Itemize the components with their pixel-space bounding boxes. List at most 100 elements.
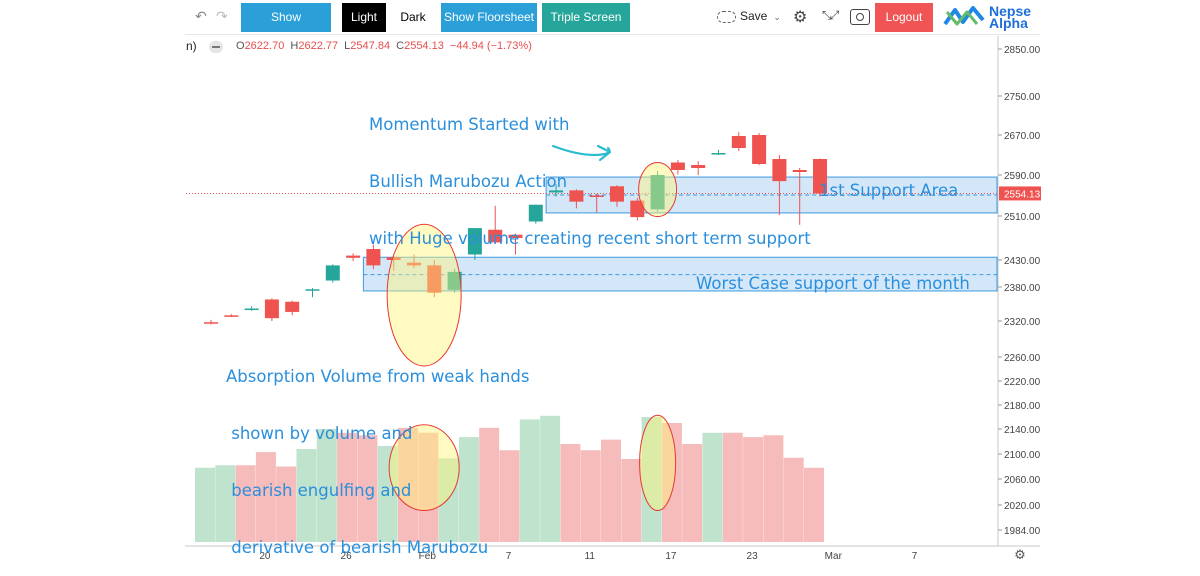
high-value: 2622.77 <box>298 40 339 52</box>
close-label: C <box>396 40 405 52</box>
price-tick-label: 1984.00 <box>1004 526 1041 537</box>
price-tick-label: 2060.00 <box>1004 475 1041 486</box>
price-chart[interactable]: 2554.13 2850.00 2750.00 2670.00 2590.00 2510… <box>0 0 1200 564</box>
volume-bar <box>804 467 824 542</box>
volume-bar <box>458 437 479 542</box>
low-value: 2547.84 <box>350 40 391 52</box>
highlight-ellipse <box>638 162 678 218</box>
save-button[interactable]: Save ⌄ <box>717 9 781 23</box>
candle-body <box>346 255 361 258</box>
momentum-line-2: Bullish Marubozu Action <box>369 172 568 191</box>
candle-body <box>386 257 401 260</box>
price-tick-label: 2140.00 <box>1004 425 1041 436</box>
time-axis-settings-icon[interactable]: ⚙ <box>1014 548 1026 563</box>
show-floorsheet-button[interactable]: Show Floorsheet <box>441 3 537 32</box>
logo-text-line1: Nepse <box>989 3 1032 19</box>
fullscreen-icon[interactable]: ⤡⤢ <box>822 8 839 22</box>
hide-legend-button[interactable] <box>209 41 223 53</box>
candle-body <box>366 249 381 266</box>
dark-theme-button[interactable]: Dark <box>392 3 434 32</box>
highlight-ellipses <box>386 162 678 512</box>
volume-bar <box>519 419 540 542</box>
candles <box>204 132 827 325</box>
volume-bar <box>499 450 520 542</box>
triple-screen-button[interactable]: Triple Screen <box>542 3 630 32</box>
time-axis[interactable]: 20 26 Feb 7 11 17 23 Mar 7 <box>185 545 1040 562</box>
candle-body <box>488 229 503 243</box>
candle-body <box>569 190 584 202</box>
volume-bar <box>743 437 764 542</box>
momentum-line-3: with Huge volume creating recent short t… <box>369 229 811 248</box>
price-tick-label: 2020.00 <box>1004 501 1041 512</box>
gear-icon[interactable]: ⚙ <box>793 7 808 26</box>
last-price-line: 2554.13 <box>186 186 1041 201</box>
candle-body <box>711 153 726 155</box>
volume-bar <box>195 467 215 542</box>
absorption-line-3: bearish engulfing and <box>226 481 412 500</box>
candle-body <box>630 200 645 218</box>
minus-icon <box>212 46 220 48</box>
price-tick-label: 2100.00 <box>1004 450 1041 461</box>
price-tick-label: 2320.00 <box>1004 317 1041 328</box>
candle-body <box>285 301 300 312</box>
time-tick-label: 11 <box>585 551 596 562</box>
volume-bar <box>255 452 276 542</box>
volume-bar <box>235 465 256 542</box>
support-area-label: 1st Support Area <box>819 181 959 200</box>
candle-body <box>650 175 665 210</box>
price-tick-label: 2670.00 <box>1004 131 1041 142</box>
absorption-line-1: Absorption Volume from weak hands <box>226 367 530 386</box>
logo-icon <box>943 6 985 26</box>
volume-bar <box>540 415 561 542</box>
candle-body <box>589 195 604 197</box>
volume-bar <box>357 435 378 542</box>
candle-body <box>508 234 523 238</box>
show-unadjusted-button[interactable]: Show Unadusted <box>241 3 331 53</box>
logout-button[interactable]: Logout <box>875 3 933 32</box>
candle-body <box>305 289 320 291</box>
candle-body <box>204 322 218 324</box>
undo-icon[interactable]: ↶ <box>195 9 207 25</box>
volume-bar <box>479 427 500 542</box>
volume-bar <box>722 432 743 542</box>
volume-bar <box>661 423 682 542</box>
momentum-arrow <box>551 144 611 157</box>
volume-bar <box>398 427 418 542</box>
change-value: −44.94 (−1.73%) <box>449 40 532 52</box>
price-axis[interactable]: 2850.00 2750.00 2670.00 2590.00 2510.00 2430.… <box>997 36 1041 546</box>
cloud-icon <box>717 10 736 23</box>
candle-body <box>528 204 543 222</box>
nepse-alpha-logo: Nepse Alpha <box>943 4 1038 32</box>
highlight-ellipse <box>388 424 460 512</box>
momentum-line-1: Momentum Started with <box>369 115 570 134</box>
volume-bar <box>621 459 642 542</box>
logo-text-line2: Alpha <box>989 15 1028 31</box>
volume-bar <box>783 457 804 542</box>
candle-body <box>752 135 767 164</box>
price-tick-label: 2220.00 <box>1004 377 1041 388</box>
candle-body <box>813 159 827 194</box>
last-price-label: 2554.13 <box>1004 189 1041 200</box>
price-tick-label: 2260.00 <box>1004 353 1041 364</box>
candle-body <box>691 165 706 168</box>
candle-body <box>244 308 259 311</box>
time-tick-label: Feb <box>419 551 437 562</box>
price-tick-label: 2590.00 <box>1004 171 1041 182</box>
volume-bars <box>195 415 824 542</box>
light-theme-button[interactable]: Light <box>342 3 386 32</box>
open-value: 2622.70 <box>244 40 285 52</box>
high-label: H <box>290 40 299 52</box>
price-tick-label: 2380.00 <box>1004 283 1041 294</box>
candle-body <box>427 265 442 293</box>
camera-icon[interactable] <box>850 9 870 25</box>
volume-bar <box>276 466 297 542</box>
redo-icon[interactable]: ↷ <box>216 9 228 25</box>
chevron-down-icon: ⌄ <box>773 12 781 22</box>
volume-bar <box>418 432 439 542</box>
highlight-ellipse <box>639 414 677 512</box>
volume-bar <box>601 439 621 542</box>
candle-body <box>467 228 482 255</box>
volume-bar <box>438 458 459 542</box>
highlight-ellipse <box>386 223 462 367</box>
time-tick-label: 23 <box>747 551 759 562</box>
